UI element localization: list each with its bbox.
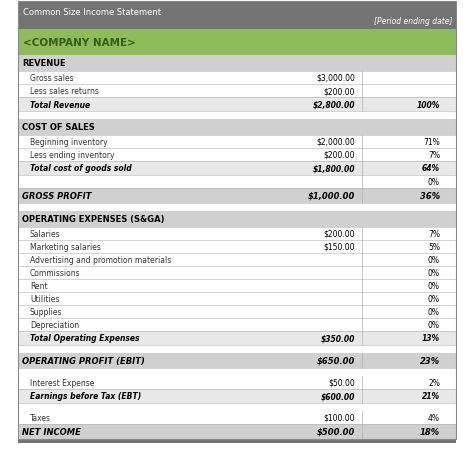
- Text: $200.00: $200.00: [323, 87, 355, 96]
- Bar: [18, 56, 456, 72]
- Text: <COMPANY NAME>: <COMPANY NAME>: [23, 38, 136, 48]
- Bar: [18, 2, 456, 30]
- Text: 64%: 64%: [422, 164, 440, 173]
- Bar: [18, 266, 456, 279]
- Text: Total Operating Expenses: Total Operating Expenses: [30, 334, 139, 343]
- Text: OPERATING PROFIT (EBIT): OPERATING PROFIT (EBIT): [22, 356, 145, 365]
- Text: $500.00: $500.00: [317, 427, 355, 436]
- Text: $600.00: $600.00: [320, 392, 355, 400]
- Text: 0%: 0%: [428, 256, 440, 264]
- Text: 0%: 0%: [428, 320, 440, 329]
- Bar: [18, 98, 456, 112]
- Bar: [18, 345, 456, 353]
- Text: 7%: 7%: [428, 230, 440, 238]
- Text: COST OF SALES: COST OF SALES: [22, 123, 95, 132]
- Text: Interest Expense: Interest Expense: [30, 378, 94, 387]
- Bar: [18, 112, 456, 120]
- Text: Supplies: Supplies: [30, 307, 63, 316]
- Bar: [18, 424, 456, 439]
- Text: Beginning inventory: Beginning inventory: [30, 138, 108, 147]
- Text: $100.00: $100.00: [323, 413, 355, 422]
- Bar: [18, 389, 456, 403]
- Text: Commissions: Commissions: [30, 269, 81, 277]
- Text: Taxes: Taxes: [30, 413, 51, 422]
- Bar: [18, 30, 456, 56]
- Bar: [18, 188, 456, 204]
- Text: Salaries: Salaries: [30, 230, 61, 238]
- Text: REVENUE: REVENUE: [22, 59, 65, 69]
- Bar: [18, 305, 456, 319]
- Bar: [18, 162, 456, 175]
- Text: $3,000.00: $3,000.00: [316, 74, 355, 83]
- Text: $1,000.00: $1,000.00: [308, 192, 355, 200]
- Text: 23%: 23%: [420, 356, 440, 365]
- Bar: [18, 136, 456, 149]
- Text: $2,000.00: $2,000.00: [316, 138, 355, 147]
- Bar: [18, 212, 456, 227]
- Text: Marketing salaries: Marketing salaries: [30, 243, 101, 251]
- Bar: [18, 292, 456, 305]
- Bar: [18, 353, 456, 368]
- Text: $200.00: $200.00: [323, 230, 355, 238]
- Bar: [18, 227, 456, 240]
- Text: Common Size Income Statement: Common Size Income Statement: [23, 8, 161, 17]
- Text: Earnings before Tax (EBT): Earnings before Tax (EBT): [30, 392, 141, 400]
- Text: 21%: 21%: [422, 392, 440, 400]
- Bar: [18, 149, 456, 162]
- Text: 0%: 0%: [428, 282, 440, 290]
- Text: 13%: 13%: [422, 334, 440, 343]
- Bar: [18, 120, 456, 136]
- Text: Depreciation: Depreciation: [30, 320, 79, 329]
- Text: Less ending inventory: Less ending inventory: [30, 150, 115, 160]
- Text: $2,800.00: $2,800.00: [312, 100, 355, 109]
- Bar: [18, 85, 456, 98]
- Bar: [18, 240, 456, 253]
- Text: GROSS PROFIT: GROSS PROFIT: [22, 192, 91, 200]
- Text: 0%: 0%: [428, 178, 440, 187]
- Bar: [18, 72, 456, 85]
- Text: $50.00: $50.00: [328, 378, 355, 387]
- Text: $350.00: $350.00: [320, 334, 355, 343]
- Text: 5%: 5%: [428, 243, 440, 251]
- Bar: [18, 253, 456, 266]
- Text: 71%: 71%: [423, 138, 440, 147]
- Bar: [18, 403, 456, 411]
- Text: Rent: Rent: [30, 282, 47, 290]
- Text: Gross sales: Gross sales: [30, 74, 73, 83]
- Text: 0%: 0%: [428, 269, 440, 277]
- Text: Advertising and promotion materials: Advertising and promotion materials: [30, 256, 171, 264]
- Text: Total Revenue: Total Revenue: [30, 100, 90, 109]
- Text: Total cost of goods sold: Total cost of goods sold: [30, 164, 132, 173]
- Text: $650.00: $650.00: [317, 356, 355, 365]
- Text: 0%: 0%: [428, 307, 440, 316]
- Bar: [18, 319, 456, 332]
- Bar: [18, 376, 456, 389]
- Bar: [18, 439, 456, 443]
- Text: Utilities: Utilities: [30, 294, 59, 303]
- Text: 2%: 2%: [428, 378, 440, 387]
- Bar: [18, 279, 456, 292]
- Bar: [18, 332, 456, 345]
- Bar: [18, 411, 456, 424]
- Text: 36%: 36%: [420, 192, 440, 200]
- Text: $150.00: $150.00: [323, 243, 355, 251]
- Bar: [18, 204, 456, 212]
- Text: [Period ending date]: [Period ending date]: [374, 17, 453, 25]
- Bar: [18, 175, 456, 188]
- Text: $1,800.00: $1,800.00: [312, 164, 355, 173]
- Text: 7%: 7%: [428, 150, 440, 160]
- Text: $200.00: $200.00: [323, 150, 355, 160]
- Bar: [18, 368, 456, 376]
- Text: 18%: 18%: [420, 427, 440, 436]
- Text: NET INCOME: NET INCOME: [22, 427, 81, 436]
- Text: OPERATING EXPENSES (S&GA): OPERATING EXPENSES (S&GA): [22, 215, 164, 224]
- Text: 0%: 0%: [428, 294, 440, 303]
- Text: 100%: 100%: [417, 100, 440, 109]
- Text: Less sales returns: Less sales returns: [30, 87, 99, 96]
- Text: 4%: 4%: [428, 413, 440, 422]
